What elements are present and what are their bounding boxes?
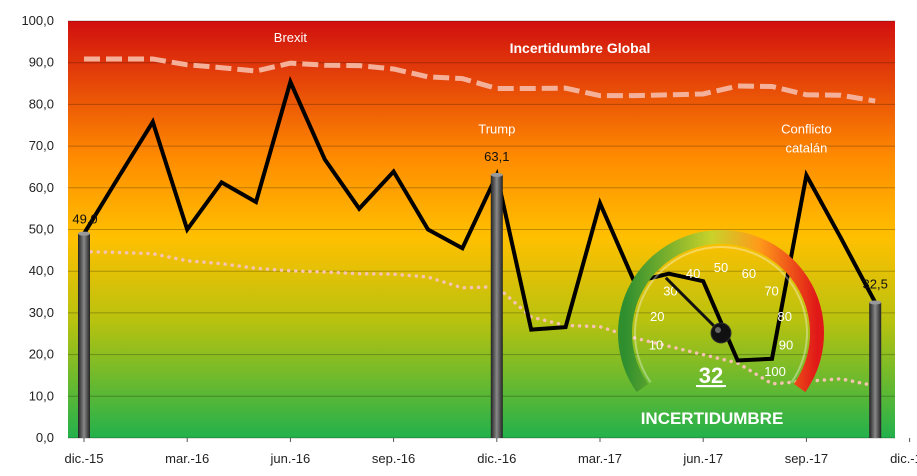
- gauge-title: INCERTIDUMBRE: [641, 409, 784, 428]
- event-annotation: Conflicto: [781, 122, 832, 137]
- gauge-needle: [664, 276, 723, 335]
- series-line-dotted: [82, 249, 877, 388]
- data-label: 49,0: [72, 212, 97, 227]
- event-annotation: Trump: [478, 122, 515, 137]
- data-label: 63,1: [484, 149, 509, 164]
- highlight-bars: [78, 172, 882, 439]
- data-label: 32,5: [863, 276, 888, 291]
- y-tick-label: 10,0: [29, 388, 54, 403]
- gauge-scale-label: 100: [764, 364, 786, 379]
- gauge-scale-label: 60: [742, 266, 756, 281]
- gauge-inner-arc: [634, 246, 808, 383]
- highlight-bar: [490, 174, 503, 439]
- highlight-bar: [78, 233, 90, 438]
- y-tick-label: 80,0: [29, 96, 54, 111]
- highlight-bar-cap: [490, 172, 503, 177]
- y-tick-label: 100,0: [21, 13, 54, 28]
- y-tick-label: 90,0: [29, 55, 54, 70]
- series-line-dashed: [84, 56, 876, 104]
- gauge-scale-label: 70: [764, 284, 778, 299]
- x-tick-label: dic.-17: [890, 451, 917, 466]
- gauge-hub-highlight: [715, 327, 721, 333]
- data-labels: 49,0 63,1 32,5: [72, 149, 888, 292]
- gauge-scale-label: 10: [649, 337, 663, 352]
- x-axis-ticks: dic.-15 mar.-16 jun.-16 sep.-16 dic.-16 mar.-…: [64, 438, 917, 466]
- gauge-scale-label: 20: [650, 309, 664, 324]
- y-tick-label: 20,0: [29, 347, 54, 362]
- gauge-scale-label: 80: [778, 309, 792, 324]
- x-tick-label: dic.-15: [64, 451, 103, 466]
- highlight-bar: [869, 302, 882, 438]
- y-tick-label: 60,0: [29, 180, 54, 195]
- series-line-solid: [82, 76, 877, 363]
- y-tick-label: 40,0: [29, 263, 54, 278]
- plot-background: [68, 21, 895, 438]
- x-tick-label: dic.-16: [477, 451, 516, 466]
- x-tick-label: sep.-16: [372, 451, 415, 466]
- event-annotations: Brexit Trump Conflicto catalán: [274, 30, 832, 156]
- series-lines: [82, 56, 877, 388]
- y-tick-label: 50,0: [29, 222, 54, 237]
- gauge-scale-label: 50: [714, 260, 728, 275]
- gauge-value: 32: [699, 363, 723, 388]
- gauge-scale-label: 40: [686, 266, 700, 281]
- y-tick-label: 30,0: [29, 305, 54, 320]
- chart-title: Incertidumbre Global: [510, 40, 651, 56]
- gauge-arc: [618, 230, 824, 393]
- gauge-scale-label: 90: [779, 337, 793, 352]
- x-tick-label: mar.-16: [165, 451, 209, 466]
- x-tick-label: mar.-17: [578, 451, 622, 466]
- y-axis-ticks: 0,0 10,0 20,0 30,0 40,0 50,0 60,0 70,0 80,0 90,0 1…: [21, 13, 54, 445]
- highlight-bar-cap: [869, 300, 882, 305]
- event-annotation: catalán: [785, 141, 827, 156]
- x-tick-label: jun.-17: [682, 451, 723, 466]
- gridlines: [68, 20, 895, 439]
- y-tick-label: 0,0: [36, 430, 54, 445]
- x-tick-label: sep.-17: [785, 451, 828, 466]
- gauge-hub: [710, 322, 732, 344]
- event-annotation: Brexit: [274, 30, 308, 45]
- highlight-bar-cap: [78, 231, 90, 236]
- y-tick-label: 70,0: [29, 138, 54, 153]
- x-tick-label: jun.-16: [270, 451, 311, 466]
